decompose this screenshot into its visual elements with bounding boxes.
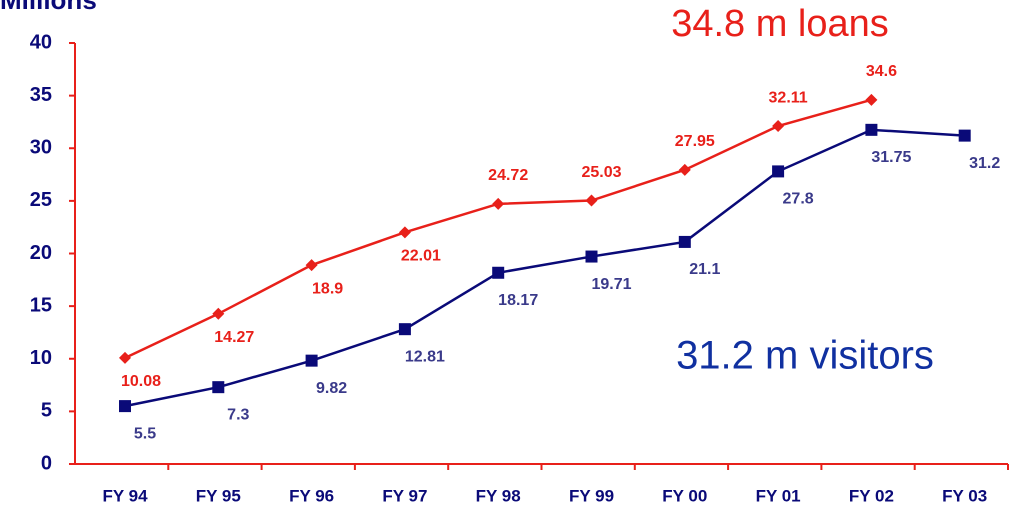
annotation: 31.2 m visitors <box>676 334 934 378</box>
data-label: 27.8 <box>783 191 814 208</box>
x-tick-label: FY 95 <box>196 486 241 505</box>
data-label: 25.03 <box>581 164 621 181</box>
data-label: 12.81 <box>405 348 445 365</box>
annotation: 34.8 m loans <box>671 3 889 45</box>
marker <box>865 93 878 106</box>
x-tick-label: FY 01 <box>756 486 801 505</box>
marker <box>772 165 785 178</box>
x-tick-label: FY 96 <box>289 486 334 505</box>
marker <box>305 259 318 272</box>
x-tick-label: FY 99 <box>569 486 614 505</box>
marker <box>305 354 318 367</box>
data-label: 32.11 <box>769 89 808 106</box>
y-tick-label: 5 <box>41 400 52 422</box>
data-label: 31.2 <box>969 155 1000 172</box>
data-label: 7.3 <box>227 406 249 423</box>
marker <box>119 351 131 364</box>
data-label: 19.71 <box>591 276 631 293</box>
data-label: 9.82 <box>316 380 347 397</box>
data-label: 5.5 <box>134 425 156 442</box>
y-tick-label: 20 <box>30 242 52 264</box>
x-tick-label: FY 98 <box>476 486 521 505</box>
marker <box>678 235 691 248</box>
x-tick-label: FY 94 <box>102 486 148 505</box>
y-tick-label: 10 <box>30 347 52 369</box>
series-line <box>124 98 872 360</box>
marker <box>585 250 598 263</box>
x-tick-label: FY 00 <box>662 486 707 505</box>
marker <box>492 197 505 210</box>
data-label: 22.01 <box>401 248 441 265</box>
data-label: 14.27 <box>214 329 254 346</box>
marker <box>492 266 505 279</box>
marker <box>398 226 411 239</box>
y-tick-label: 15 <box>30 294 52 316</box>
y-tick-label: 40 <box>30 31 52 53</box>
data-label: 34.6 <box>866 63 897 80</box>
x-tick-label: FY 97 <box>382 486 427 505</box>
marker <box>212 381 225 394</box>
data-label: 18.17 <box>498 292 538 309</box>
marker <box>398 323 411 336</box>
marker <box>119 400 131 413</box>
data-label: 24.72 <box>488 167 528 184</box>
marker <box>585 194 598 207</box>
chart-title: Millions <box>0 0 97 15</box>
y-tick-label: 0 <box>41 452 52 474</box>
marker <box>772 120 785 133</box>
marker <box>212 307 225 320</box>
data-label: 27.95 <box>675 133 715 150</box>
series-line <box>124 128 965 408</box>
y-tick-label: 25 <box>30 189 52 211</box>
x-tick-label: FY 02 <box>849 486 894 505</box>
marker <box>958 129 971 142</box>
x-tick-label: FY 03 <box>942 486 987 505</box>
marker <box>678 163 691 176</box>
y-tick-label: 35 <box>30 84 52 106</box>
data-label: 18.9 <box>312 280 343 297</box>
y-tick-label: 30 <box>30 137 52 159</box>
data-label: 10.08 <box>121 373 161 390</box>
data-label: 31.75 <box>871 149 911 166</box>
data-label: 21.1 <box>689 261 720 278</box>
marker <box>865 123 878 136</box>
